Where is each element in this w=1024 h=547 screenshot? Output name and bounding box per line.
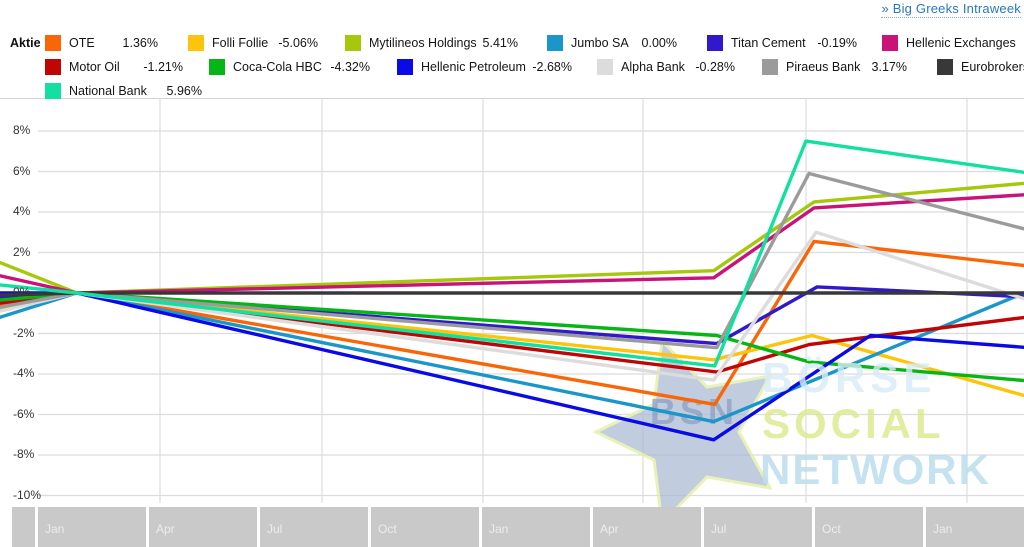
- series-line-piraeus-bank: [0, 171, 1024, 350]
- y-tick-label: -4%: [13, 366, 35, 380]
- x-band-cell-month: Apr: [149, 507, 257, 547]
- legend-name: Alpha Bank: [621, 59, 685, 74]
- watermark-line3: NETWORK: [760, 446, 991, 493]
- legend-item-jumbo-sa: Jumbo SA 0.00%: [547, 34, 677, 51]
- legend-swatch-icon: [188, 34, 204, 51]
- y-tick-label: 4%: [13, 204, 31, 218]
- legend-item-alpha-bank: Alpha Bank -0.28%: [597, 58, 735, 75]
- legend-change-value: -2.68%: [532, 59, 572, 74]
- legend-change-value: 3.17%: [871, 59, 907, 74]
- legend-swatch-icon: [45, 82, 61, 99]
- legend-name: Eurobrokers: [961, 59, 1024, 74]
- legend-item-titan-cement: Titan Cement -0.19%: [707, 34, 857, 51]
- x-tick-label: Oct: [378, 522, 397, 536]
- legend-swatch-icon: [937, 58, 953, 75]
- x-tick-label: Oct: [822, 522, 841, 536]
- x-tick-label: Jul: [711, 522, 727, 536]
- legend-swatch-icon: [547, 34, 563, 51]
- x-tick-label: Apr: [600, 522, 619, 536]
- x-band-cell-month: Jan: [38, 507, 146, 547]
- x-band-cell-month: Apr: [593, 507, 701, 547]
- legend-change-value: 0.00%: [641, 35, 677, 50]
- series-line-jumbo-sa: [0, 291, 1024, 424]
- y-tick-label: 8%: [13, 123, 31, 137]
- legend-item-motor-oil: Motor Oil -1.21%: [45, 58, 183, 75]
- series-layer: [0, 139, 1024, 442]
- x-tick-label: Jan: [45, 522, 65, 536]
- legend-item-hellenic-petroleum: Hellenic Petroleum -2.68%: [397, 58, 572, 75]
- legend-name: National Bank: [69, 83, 147, 98]
- performance-chart: BSN BÖRSE SOCIAL NETWORK: [0, 97, 1024, 527]
- watermark-text: BÖRSE SOCIAL NETWORK: [760, 354, 991, 493]
- x-band-cell-month: Jul: [260, 507, 368, 547]
- legend-change-value: 5.96%: [166, 83, 202, 98]
- x-band-cell-month: Oct: [371, 507, 479, 547]
- legend-change-value: 1.36%: [122, 35, 158, 50]
- big-greeks-intraweek-link[interactable]: » Big Greeks Intraweek: [881, 1, 1021, 18]
- legend-name: Coca-Cola HBC: [233, 59, 322, 74]
- legend-swatch-icon: [345, 34, 361, 51]
- legend-swatch-icon: [762, 58, 778, 75]
- legend-swatch-icon: [707, 34, 723, 51]
- x-tick-label: Jul: [267, 522, 283, 536]
- x-band-cell-month: Jan: [482, 507, 590, 547]
- legend-name: Mytilineos Holdings: [369, 35, 477, 50]
- x-band-cell-month: Oct: [815, 507, 923, 547]
- x-tick-label: Jan: [933, 522, 953, 536]
- legend-change-value: -0.28%: [695, 59, 735, 74]
- legend-swatch-icon: [45, 34, 61, 51]
- legend-name: Titan Cement: [731, 35, 806, 50]
- legend-swatch-icon: [397, 58, 413, 75]
- legend-name: Folli Follie: [212, 35, 269, 50]
- legend-swatch-icon: [209, 58, 225, 75]
- legend-swatch-icon: [597, 58, 613, 75]
- legend-item-hellenic-exchanges: Hellenic Exchanges: [882, 34, 1016, 51]
- x-band-cell-month: Jul: [704, 507, 812, 547]
- legend-change-value: 5.41%: [482, 35, 518, 50]
- legend-name: Hellenic Petroleum: [421, 59, 526, 74]
- legend-name: Hellenic Exchanges: [906, 35, 1016, 50]
- legend-title: Aktie: [10, 36, 41, 50]
- y-tick-label: -6%: [13, 406, 35, 421]
- legend-item-ote: OTE 1.36%: [45, 34, 158, 51]
- watermark-line1: BÖRSE: [762, 354, 936, 401]
- y-tick-label: 2%: [13, 244, 31, 259]
- y-tick-label: 0%: [13, 285, 31, 299]
- legend-item-piraeus-bank: Piraeus Bank 3.17%: [762, 58, 907, 75]
- legend-swatch-icon: [882, 34, 898, 51]
- y-tick-label: -8%: [13, 447, 35, 461]
- legend-name: Motor Oil: [69, 59, 120, 74]
- y-tick-label: 6%: [13, 163, 31, 178]
- y-tick-label: -2%: [13, 325, 35, 340]
- legend-name: Jumbo SA: [571, 35, 629, 50]
- legend-item-mytilineos-holdings: Mytilineos Holdings 5.41%: [345, 34, 518, 51]
- series-line-national-bank: [0, 139, 1024, 368]
- legend-item-coca-cola-hbc: Coca-Cola HBC -4.32%: [209, 58, 370, 75]
- legend-name: OTE: [69, 35, 95, 50]
- legend-change-value: -4.32%: [330, 59, 370, 74]
- x-band-cell-month: Jan: [926, 507, 1024, 547]
- x-tick-label: Apr: [156, 522, 175, 536]
- legend-swatch-icon: [45, 58, 61, 75]
- legend-change-value: -0.19%: [817, 35, 857, 50]
- legend-item-national-bank: National Bank 5.96%: [45, 82, 202, 99]
- y-tick-label: -10%: [13, 487, 42, 502]
- legend: Aktie OTE 1.36% Folli Follie -5.06% Mytiline…: [0, 0, 1024, 99]
- x-axis-band: Jan Apr Jul Oct Jan Apr Jul Oct Jan: [0, 507, 1024, 547]
- series-line-hellenic-exchanges: [0, 193, 1024, 295]
- legend-change-value: -5.06%: [278, 35, 318, 50]
- legend-name: Piraeus Bank: [786, 59, 861, 74]
- legend-item-folli-follie: Folli Follie -5.06%: [188, 34, 318, 51]
- legend-item-eurobrokers: Eurobrokers: [937, 58, 1024, 75]
- watermark-line2: SOCIAL: [762, 400, 945, 447]
- x-band-cell: [12, 507, 35, 547]
- series-line-eurobrokers: [0, 291, 1024, 297]
- series-line-mytilineos-holdings: [0, 181, 1024, 295]
- x-tick-label: Jan: [489, 522, 509, 536]
- legend-change-value: -1.21%: [143, 59, 183, 74]
